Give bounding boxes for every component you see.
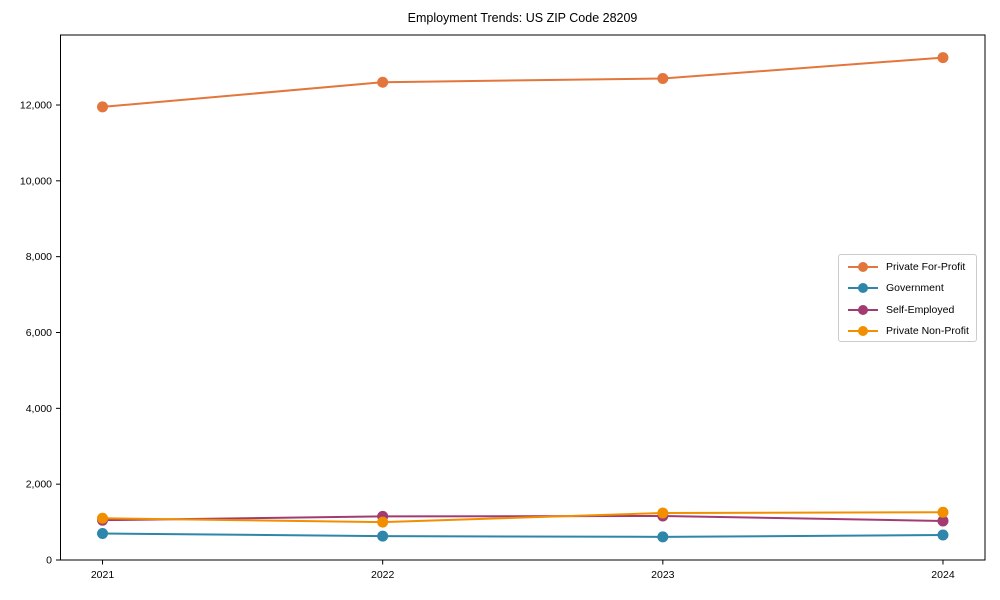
data-point-government xyxy=(97,527,109,539)
legend-item-self-employed: Self-Employed xyxy=(847,299,976,321)
legend-marker-icon xyxy=(848,283,878,294)
legend-marker-icon xyxy=(848,261,878,272)
x-tick-label: 2021 xyxy=(91,569,115,581)
legend-label: Private Non-Profit xyxy=(886,325,969,338)
data-point-private-for-profit xyxy=(937,52,949,64)
data-point-government xyxy=(657,531,669,543)
data-point-government xyxy=(937,529,949,541)
data-point-private-for-profit xyxy=(97,101,109,113)
legend-marker-icon xyxy=(848,326,878,337)
data-point-private-for-profit xyxy=(377,76,389,88)
x-tick-label: 2022 xyxy=(371,569,395,581)
data-point-self-employed xyxy=(937,515,949,527)
legend-label: Private For-Profit xyxy=(886,260,966,273)
legend-label: Self-Employed xyxy=(886,303,955,316)
y-tick-label: 2,000 xyxy=(26,479,52,491)
x-tick-label: 2023 xyxy=(651,569,675,581)
legend-label: Government xyxy=(886,282,944,295)
data-point-private-non-profit xyxy=(937,506,949,518)
legend-item-government: Government xyxy=(847,278,976,300)
series-line-self-employed xyxy=(102,515,943,522)
series-line-government xyxy=(102,532,943,538)
data-point-private-for-profit xyxy=(657,72,669,84)
data-point-government xyxy=(377,530,389,542)
y-tick-label: 0 xyxy=(46,555,52,567)
y-tick-label: 12,000 xyxy=(20,99,52,111)
legend-item-private-non-profit: Private Non-Profit xyxy=(847,321,976,343)
series-line-private-for-profit xyxy=(102,56,944,108)
series-line-private-non-profit xyxy=(102,511,943,524)
legend-item-private-for-profit: Private For-Profit xyxy=(847,256,976,278)
x-tick-label: 2024 xyxy=(931,569,955,581)
chart-title: Employment Trends: US ZIP Code 28209 xyxy=(407,11,638,25)
legend-marker-icon xyxy=(848,304,878,315)
y-tick-label: 4,000 xyxy=(26,403,52,415)
plot-border xyxy=(60,34,986,561)
y-tick-label: 8,000 xyxy=(26,251,52,263)
data-point-private-non-profit xyxy=(97,512,109,524)
legend: Private For-Profit Government Self-Emplo… xyxy=(838,254,977,342)
data-point-private-non-profit xyxy=(377,516,389,528)
y-tick-label: 10,000 xyxy=(20,175,52,187)
y-tick-label: 6,000 xyxy=(26,327,52,339)
data-point-private-non-profit xyxy=(657,507,669,519)
